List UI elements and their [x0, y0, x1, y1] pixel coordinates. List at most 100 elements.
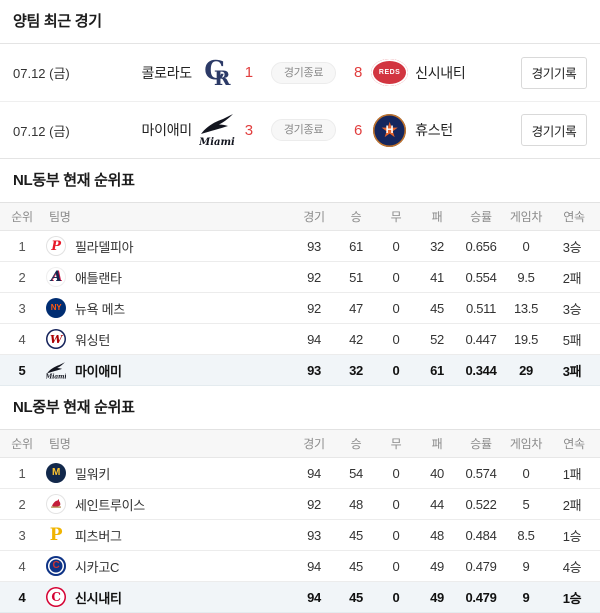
- game-summary: 콜로라도 CR 1 경기종료 8 REDS 신시내티: [92, 54, 515, 92]
- draws: 0: [376, 488, 416, 520]
- svg-text:Miami: Miami: [199, 137, 235, 148]
- svg-text:Miami: Miami: [46, 373, 66, 380]
- games-behind: 8.5: [504, 519, 548, 551]
- streak: 3승: [548, 292, 600, 324]
- games-behind: 5: [504, 488, 548, 520]
- col-header-games: 경기: [292, 202, 336, 231]
- standings-section: NL중부 현재 순위표 순위 팀명 경기 승 무 패 승률 게임차 연속: [0, 386, 600, 613]
- team-rank: 4: [0, 323, 44, 355]
- team-rank: 2: [0, 488, 44, 520]
- right-team-score: 8: [353, 64, 363, 81]
- losses: 44: [416, 488, 458, 520]
- left-team-score: 3: [244, 121, 254, 139]
- phillies-logo-icon: P: [46, 236, 66, 256]
- standings-title: NL동부 현재 순위표: [13, 172, 135, 189]
- wins: 45: [336, 550, 376, 582]
- draws: 0: [376, 550, 416, 582]
- streak: 1패: [548, 457, 600, 489]
- col-header-pct: 승률: [458, 429, 504, 458]
- col-header-rank: 순위: [0, 429, 44, 458]
- draws: 0: [376, 323, 416, 355]
- streak: 3승: [548, 230, 600, 262]
- games-behind: 0: [504, 457, 548, 489]
- team-name: 마이애미: [75, 363, 122, 379]
- col-header-losses: 패: [416, 202, 458, 231]
- game-status-badge: 경기종료: [270, 119, 337, 141]
- games-played: 94: [292, 550, 336, 582]
- wins: 45: [336, 581, 376, 613]
- wins: 45: [336, 519, 376, 551]
- draws: 0: [376, 292, 416, 324]
- right-team-score: 6: [353, 121, 363, 139]
- win-pct: 0.484: [458, 519, 504, 551]
- draws: 0: [376, 581, 416, 613]
- marlins-game-logo-icon: Miami: [199, 111, 236, 149]
- win-pct: 0.479: [458, 550, 504, 582]
- losses: 49: [416, 550, 458, 582]
- braves-logo-icon: A: [46, 267, 66, 287]
- team-rank: 4: [0, 550, 44, 582]
- col-header-pct: 승률: [458, 202, 504, 231]
- game-row: 07.12 (금) 콜로라도 CR 1 경기종료 8 REDS 신시내티 경기기…: [0, 44, 600, 101]
- col-header-streak: 연속: [548, 429, 600, 458]
- left-team-name: 콜로라도: [141, 64, 193, 81]
- table-row: 4 C 시카고C 94 45 0 49 0.479 9 4승: [0, 550, 600, 582]
- left-team-name: 마이애미: [141, 122, 193, 138]
- losses: 52: [416, 323, 458, 355]
- games-played: 92: [292, 488, 336, 520]
- col-header-draws: 무: [376, 202, 416, 231]
- games-behind: 9.5: [504, 261, 548, 293]
- reds-logo-icon: C: [46, 587, 66, 607]
- draws: 0: [376, 519, 416, 551]
- game-status-badge: 경기종료: [270, 61, 337, 84]
- wins: 42: [336, 323, 376, 355]
- table-header-row: 순위 팀명 경기 승 무 패 승률 게임차 연속: [0, 429, 600, 458]
- win-pct: 0.554: [458, 261, 504, 293]
- standings-sections: NL동부 현재 순위표 순위 팀명 경기 승 무 패 승률 게임차 연속: [0, 159, 600, 613]
- games-behind: 19.5: [504, 323, 548, 355]
- streak: 4승: [548, 550, 600, 582]
- win-pct: 0.511: [458, 292, 504, 324]
- streak: 5패: [548, 323, 600, 355]
- team-rank: 1: [0, 457, 44, 489]
- table-row: 5 Miami 마이애미 93 32 0 61 0.344 29 3패: [0, 354, 600, 386]
- nationals-logo-icon: W: [46, 329, 66, 349]
- mets-logo-icon: NY: [46, 298, 66, 318]
- losses: 49: [416, 581, 458, 613]
- col-header-team: 팀명: [44, 429, 292, 458]
- page-title: 양팀 최근 경기: [13, 13, 102, 30]
- team-name: 워싱턴: [75, 332, 110, 348]
- table-row: 4 W 워싱턴 94 42 0 52 0.447 19.5 5패: [0, 323, 600, 355]
- streak: 2패: [548, 488, 600, 520]
- draws: 0: [376, 354, 416, 386]
- team-name: 밀워키: [75, 466, 110, 482]
- team-rank: 5: [0, 354, 44, 386]
- game-date: 07.12 (금): [13, 66, 70, 81]
- table-header-row: 순위 팀명 경기 승 무 패 승률 게임차 연속: [0, 202, 600, 231]
- win-pct: 0.479: [458, 581, 504, 613]
- standings-title: NL중부 현재 순위표: [13, 399, 135, 416]
- standings-section: NL동부 현재 순위표 순위 팀명 경기 승 무 패 승률 게임차 연속: [0, 159, 600, 386]
- losses: 61: [416, 354, 458, 386]
- games-played: 94: [292, 457, 336, 489]
- streak: 1승: [548, 581, 600, 613]
- losses: 40: [416, 457, 458, 489]
- losses: 48: [416, 519, 458, 551]
- team-name: 필라델피아: [75, 239, 134, 255]
- col-header-wins: 승: [336, 202, 376, 231]
- wins: 48: [336, 488, 376, 520]
- game-record-button[interactable]: 경기기록: [521, 114, 587, 146]
- game-row: 07.12 (금) 마이애미 Miami 3 경기종료 6 ★ H 휴스턴 경기기…: [0, 101, 600, 158]
- wins: 54: [336, 457, 376, 489]
- col-header-losses: 패: [416, 429, 458, 458]
- streak: 1승: [548, 519, 600, 551]
- table-row: 3 P 피츠버그 93 45 0 48 0.484 8.5 1승: [0, 519, 600, 551]
- recent-games-list: 07.12 (금) 콜로라도 CR 1 경기종료 8 REDS 신시내티 경기기…: [0, 43, 600, 159]
- wins: 47: [336, 292, 376, 324]
- game-date: 07.12 (금): [13, 123, 70, 139]
- game-record-button[interactable]: 경기기록: [521, 56, 587, 89]
- losses: 41: [416, 261, 458, 293]
- right-team-name: 휴스턴: [415, 122, 453, 138]
- marlins-logo-icon: Miami: [46, 360, 66, 380]
- col-header-gb: 게임차: [504, 202, 548, 231]
